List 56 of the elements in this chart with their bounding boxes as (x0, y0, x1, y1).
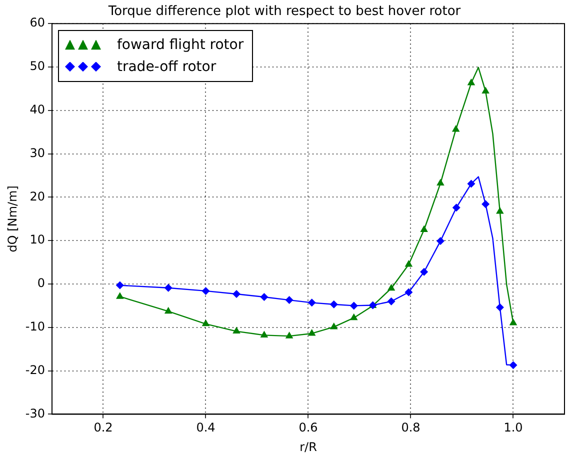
y-tick-label: 40 (30, 102, 45, 117)
y-tick-label: -30 (25, 406, 45, 420)
x-tick-label: 0.6 (298, 420, 318, 435)
x-tick-label: 1.0 (504, 420, 523, 435)
point (285, 332, 294, 338)
point (350, 313, 358, 320)
point (232, 326, 240, 334)
chart-title: Torque difference plot with respect to best hover rotor (107, 4, 462, 20)
point (387, 297, 396, 306)
x-axis-title: r/R (300, 440, 317, 454)
point (202, 286, 210, 295)
point (164, 306, 172, 314)
point (467, 78, 476, 86)
x-tick-label: 0.2 (94, 420, 113, 435)
y-tick-label: 50 (30, 59, 45, 74)
point (330, 300, 338, 308)
x-tick-label: 0.4 (196, 420, 216, 435)
y-tick-label: 60 (30, 16, 45, 30)
point (452, 204, 460, 212)
point (260, 293, 268, 302)
point (467, 180, 476, 188)
point (285, 296, 294, 304)
point (232, 290, 240, 298)
y-tick-label: -20 (25, 362, 45, 377)
y-tick-label: 10 (30, 232, 45, 247)
point (436, 237, 444, 246)
point (350, 302, 358, 310)
point (420, 225, 428, 232)
legend-label: trade-off rotor (116, 58, 216, 75)
y-tick-label: -10 (25, 320, 45, 334)
point (387, 284, 396, 291)
point (496, 207, 504, 214)
y-tick-label: 30 (30, 146, 45, 160)
point (308, 298, 316, 307)
y-tick-label: 20 (30, 189, 45, 204)
point (496, 303, 504, 312)
legend-label: foward flight rotor (116, 36, 244, 53)
point (116, 281, 124, 290)
point (404, 288, 413, 296)
point (308, 328, 316, 336)
point (116, 292, 124, 299)
point (202, 319, 210, 326)
point (452, 124, 460, 132)
y-axis-title: dQ [Nm/m] (5, 186, 20, 252)
x-tick-label: 0.8 (401, 420, 420, 435)
point (164, 284, 172, 292)
point (509, 318, 518, 326)
point (420, 268, 428, 276)
point (404, 260, 413, 267)
point (482, 86, 490, 94)
point (436, 178, 444, 186)
point (330, 322, 338, 330)
point (260, 330, 268, 338)
y-tick-label: 0 (37, 276, 45, 290)
point (509, 361, 518, 370)
point (482, 200, 490, 208)
